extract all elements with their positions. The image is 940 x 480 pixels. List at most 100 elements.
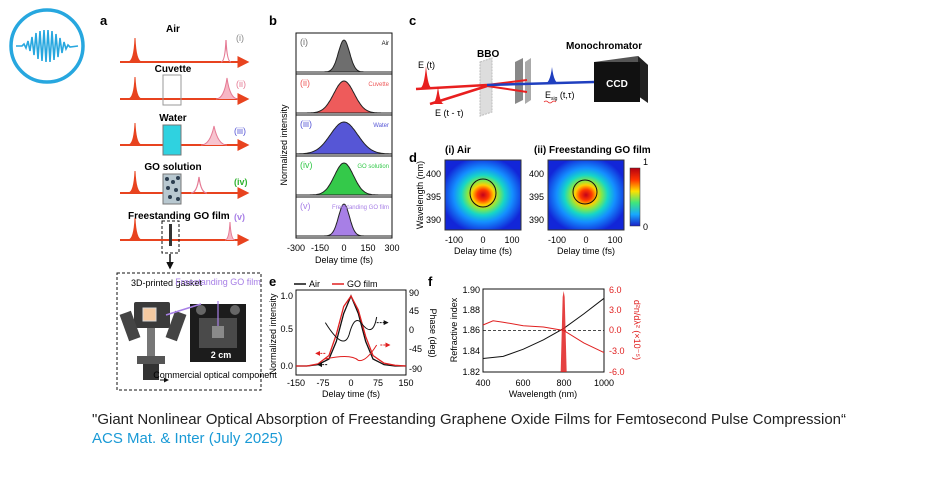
panel-f-y2label: d²n/dλ² (×10⁻⁵) (632, 300, 642, 360)
panel-f: f 1.90 1.88 1.86 1.84 1.82 6.0 3.0 0.0 -… (428, 274, 642, 399)
tick-label: 75 (373, 378, 383, 388)
colorbar-min: 0 (643, 222, 648, 232)
panel-b-trace (296, 39, 392, 73)
tick-label: 1.84 (462, 346, 480, 356)
row-roman: (v) (234, 212, 245, 222)
tick-label: -45 (409, 344, 422, 354)
panel-d-xlabel-left: Delay time (fs) (454, 246, 512, 256)
tick-label: -100 (445, 235, 463, 245)
caption-journal: ACS Mat. & Inter (July 2025) (92, 430, 283, 447)
row-title: Air (166, 24, 180, 35)
panel-b-trace (296, 162, 392, 196)
panel-a-row-go-solution: GO solution (iv) (120, 162, 250, 205)
tick-label: 45 (409, 306, 419, 316)
logo-wave (16, 29, 79, 63)
tick-label: 390 (426, 215, 441, 225)
panel-b-stack: (i) Air (ii) Cuvette (iii) Water (iv) GO soluti… (295, 32, 393, 239)
panel-f-plot (482, 291, 605, 372)
tick-label: 395 (529, 192, 544, 202)
panel-d: d (i) Air (ii) Freestanding GO film Wave… (409, 145, 651, 256)
panel-b-name: Freestanding GO film (332, 205, 389, 211)
panel-b-roman: (i) (300, 37, 308, 47)
e-sig-label: Esig (t,τ) (545, 90, 574, 102)
panel-f-xlabel: Wavelength (nm) (509, 389, 577, 399)
panel-d-ylabel: Wavelength (nm) (415, 161, 425, 229)
panel-e-plot (296, 294, 407, 368)
panel-e-series (296, 294, 407, 367)
panel-c: c BBO Monochromator CCD E (t) E (t - τ) … (409, 13, 648, 118)
inset-film-label: Freestanding GO film (175, 277, 261, 287)
panel-b-frame (295, 196, 393, 239)
heatmap-air (444, 159, 522, 231)
panel-a-label: a (100, 13, 108, 28)
row-roman: (i) (236, 33, 244, 43)
panel-b: b Normalized intensity (i) Air (ii) Cuvette… (269, 13, 400, 265)
panel-a-row-cuvette: Cuvette (ii) (120, 64, 250, 106)
panel-e-frame (295, 289, 407, 376)
row-title: Freestanding GO film (128, 211, 230, 222)
tick-label: 150 (398, 378, 413, 388)
panel-c-label: c (409, 13, 416, 28)
panel-b-trace (296, 203, 392, 237)
panel-d-label: d (409, 150, 417, 165)
tick-label: -100 (548, 235, 566, 245)
tick-label: -150 (287, 378, 305, 388)
tick-label: 90 (409, 288, 419, 298)
tick-label: -300 (287, 243, 305, 253)
pulse-et-tau (432, 86, 444, 104)
tick-label: 390 (529, 215, 544, 225)
tick-label: 0.0 (280, 361, 293, 371)
row-roman: (iv) (234, 177, 248, 187)
caption: "Giant Nonlinear Optical Absorption of F… (92, 411, 912, 447)
inset-component-label: Commercial optical component (153, 370, 277, 380)
panel-e-series (296, 294, 406, 367)
tick-label: 400 (426, 169, 441, 179)
panel-b-name: Air (382, 41, 389, 47)
row-title: Water (159, 113, 187, 124)
panel-f-spectrum (560, 291, 567, 372)
tick-label: 150 (360, 243, 375, 253)
panel-d-right-title: (ii) Freestanding GO film (534, 145, 651, 156)
panel-a: a Air (i) Cuvette (ii) Water (iii) GO so… (100, 13, 277, 391)
panel-b-trace (296, 80, 392, 114)
panel-d-xlabel-right: Delay time (fs) (557, 246, 615, 256)
tick-label: 0 (409, 325, 414, 335)
panel-b-name: GO solution (357, 164, 389, 170)
tick-label: 400 (529, 169, 544, 179)
panel-b-roman: (ii) (300, 78, 310, 88)
panel-b-label: b (269, 13, 277, 28)
panel-e-label: e (269, 274, 276, 289)
row-roman: (iii) (234, 126, 246, 136)
tick-label: 3.0 (609, 305, 622, 315)
pulse-sig (544, 67, 560, 84)
ccd-box (594, 62, 640, 102)
legend-go: GO film (347, 279, 378, 289)
panel-b-name: Water (373, 123, 389, 129)
tick-label: -75 (316, 378, 329, 388)
panel-d-left-title: (i) Air (445, 145, 471, 156)
tick-label: 0.5 (280, 324, 293, 334)
pulse-et (420, 66, 432, 88)
inset-gasket-label: 3D-printed gasket (131, 278, 203, 288)
tick-label: -150 (311, 243, 329, 253)
panel-a-row-water: Water (iii) (120, 113, 250, 156)
colorbar (629, 167, 641, 227)
inset-scale-label: 2 cm (211, 350, 232, 360)
panel-b-xlabel: Delay time (fs) (315, 255, 373, 265)
panel-f-dispersion-series (482, 320, 605, 354)
tick-label: 395 (426, 192, 441, 202)
panel-b-xticks: -300 -150 0 150 300 (287, 243, 400, 253)
tick-label: 0 (348, 378, 353, 388)
panel-a-inset: 3D-printed gasket 2 cm Freestanding GO f… (116, 272, 277, 391)
row-roman: (ii) (236, 79, 246, 89)
tick-label: -3.0 (609, 346, 625, 356)
tick-label: 1.86 (462, 325, 480, 335)
monochromator-label: Monochromator (566, 41, 642, 52)
tick-label: -6.0 (609, 367, 625, 377)
tick-label: 0 (341, 243, 346, 253)
panel-f-ylabel: Refractive index (449, 297, 459, 362)
tick-label: -90 (409, 364, 422, 374)
panel-f-index-series (482, 297, 605, 359)
